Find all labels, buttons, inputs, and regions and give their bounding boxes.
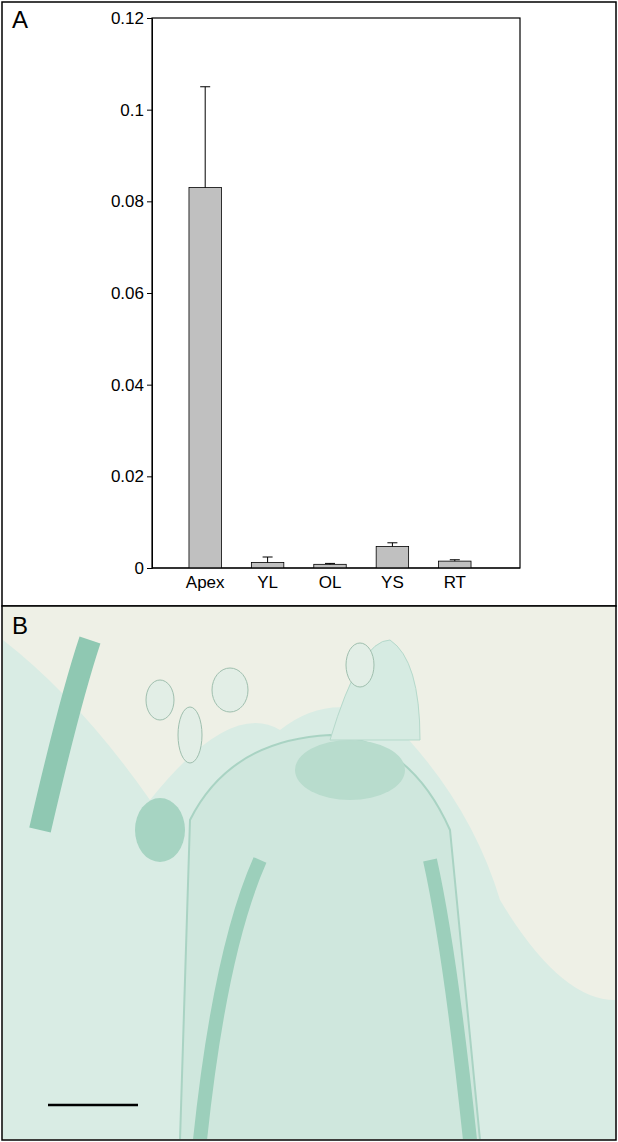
x-tick-label: OL	[319, 573, 342, 592]
leaf	[330, 640, 420, 740]
y-tick-mark	[147, 201, 152, 202]
leaf-strand	[40, 640, 90, 830]
y-tick: 0.1	[120, 101, 152, 120]
y-tick: 0	[135, 559, 152, 578]
x-tick-label: RT	[444, 573, 466, 592]
panel-a-frame	[2, 2, 616, 606]
pollen-sac	[346, 643, 374, 687]
x-tick-label: YS	[381, 573, 404, 592]
panel-label: A	[12, 6, 28, 33]
y-axis: 0 0.02 0.04 0.06 0.08 0.1 0.12	[111, 9, 153, 578]
scale-bar	[48, 1104, 138, 1107]
error-cap	[450, 559, 460, 560]
y-tick-label: 0.04	[111, 376, 144, 395]
x-axis: Apex YL OL YS RT	[186, 573, 466, 592]
error-bar	[325, 563, 335, 565]
y-tick-label: 0.08	[111, 192, 144, 211]
x-tick-label: Apex	[186, 573, 225, 592]
y-tick: 0.12	[111, 9, 152, 28]
bar	[189, 188, 221, 568]
meristem	[295, 740, 405, 800]
x-tick-label: YL	[257, 573, 278, 592]
error-bar	[450, 560, 460, 561]
y-tick-label: 0.12	[111, 9, 144, 28]
bar	[251, 563, 283, 569]
y-tick-label: 0	[135, 559, 144, 578]
error-cap	[387, 542, 397, 543]
y-tick-label: 0.02	[111, 467, 144, 486]
error-stem	[267, 557, 268, 563]
y-axis-line	[147, 19, 153, 569]
bar	[439, 561, 471, 568]
y-tick-mark	[147, 18, 152, 19]
bar	[376, 546, 408, 568]
pollen-sac	[212, 668, 248, 712]
plot-frame	[152, 18, 520, 568]
panel-b-frame	[2, 606, 616, 1140]
error-stem	[392, 543, 393, 547]
y-tick-mark	[147, 110, 152, 111]
tissue	[3, 640, 615, 1139]
y-tick: 0.06	[111, 284, 152, 303]
y-tick-mark	[147, 568, 152, 569]
error-stem	[205, 87, 206, 188]
panel-label: B	[12, 612, 28, 639]
error-cap	[325, 563, 335, 564]
y-tick-mark	[147, 476, 152, 477]
y-tick-label: 0.06	[111, 284, 144, 303]
pollen-sac	[178, 707, 202, 763]
x-tick: RT	[444, 573, 466, 592]
x-tick: YS	[381, 573, 404, 592]
primordium	[135, 798, 185, 862]
micrograph	[3, 640, 615, 1140]
y-tick-label: 0.1	[120, 101, 144, 120]
y-tick: 0.02	[111, 467, 152, 486]
y-tick-mark	[147, 385, 152, 386]
y-tick: 0.04	[111, 376, 152, 395]
pollen-sac	[146, 680, 174, 720]
error-bar	[200, 87, 210, 188]
x-axis-line	[152, 567, 520, 568]
y-tick: 0.08	[111, 192, 152, 211]
x-tick: Apex	[186, 573, 225, 592]
error-bar	[263, 557, 273, 563]
x-tick: YL	[257, 573, 278, 592]
error-bar	[387, 543, 397, 547]
x-tick: OL	[319, 573, 342, 592]
vascular-strand	[200, 860, 260, 1139]
apex-dome	[180, 735, 480, 1139]
error-cap	[263, 557, 273, 558]
y-tick-mark	[147, 293, 152, 294]
vascular-strand	[430, 860, 470, 1139]
error-cap	[200, 86, 210, 87]
